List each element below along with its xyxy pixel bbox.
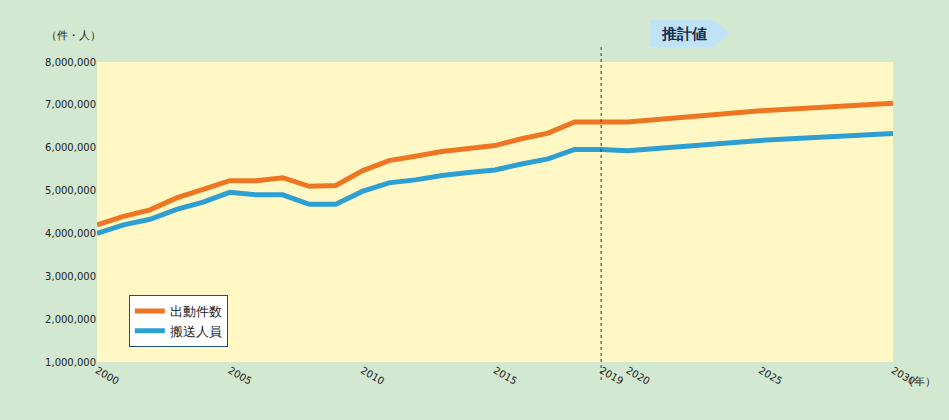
svg-text:2025: 2025	[757, 365, 785, 387]
svg-text:2005: 2005	[226, 365, 254, 387]
svg-text:出動件数: 出動件数	[170, 304, 222, 319]
svg-text:3,000,000: 3,000,000	[45, 271, 96, 282]
svg-text:7,000,000: 7,000,000	[45, 99, 96, 110]
svg-text:（件・人）: （件・人）	[46, 29, 101, 42]
svg-text:2,000,000: 2,000,000	[45, 314, 96, 325]
svg-text:2020: 2020	[624, 365, 652, 387]
svg-text:2019: 2019	[598, 365, 626, 387]
svg-text:4,000,000: 4,000,000	[45, 228, 96, 239]
svg-text:2000: 2000	[94, 365, 122, 387]
svg-text:8,000,000: 8,000,000	[45, 57, 96, 68]
svg-text:6,000,000: 6,000,000	[45, 142, 96, 153]
svg-text:2030: 2030	[890, 365, 918, 387]
svg-text:2010: 2010	[359, 365, 387, 387]
svg-text:1,000,000: 1,000,000	[45, 357, 96, 368]
svg-text:搬送人員: 搬送人員	[170, 324, 222, 339]
svg-text:5,000,000: 5,000,000	[45, 185, 96, 196]
svg-text:（年）: （年）	[903, 375, 936, 388]
svg-text:推計値: 推計値	[661, 25, 707, 43]
svg-text:2015: 2015	[492, 365, 520, 387]
